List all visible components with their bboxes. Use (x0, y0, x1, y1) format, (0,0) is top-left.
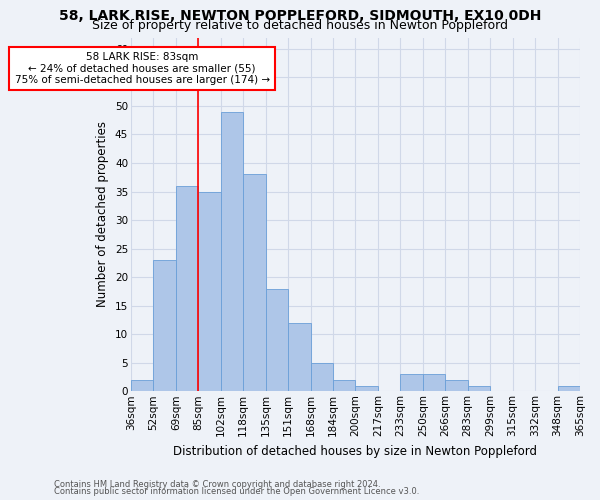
Bar (131, 380, 154, 392)
Bar (198, 192, 221, 392)
Text: 58, LARK RISE, NEWTON POPPLEFORD, SIDMOUTH, EX10 0DH: 58, LARK RISE, NEWTON POPPLEFORD, SIDMOU… (59, 9, 541, 23)
Bar (355, 386, 378, 392)
Bar (266, 288, 288, 392)
Bar (557, 386, 580, 392)
Bar (221, 112, 243, 392)
Y-axis label: Number of detached properties: Number of detached properties (97, 122, 109, 308)
X-axis label: Distribution of detached houses by size in Newton Poppleford: Distribution of detached houses by size … (173, 444, 538, 458)
Bar (311, 362, 333, 392)
Text: Size of property relative to detached houses in Newton Poppleford: Size of property relative to detached ho… (92, 19, 508, 32)
Bar (176, 186, 198, 392)
Text: Contains public sector information licensed under the Open Government Licence v3: Contains public sector information licen… (54, 487, 419, 496)
Text: Contains HM Land Registry data © Crown copyright and database right 2024.: Contains HM Land Registry data © Crown c… (54, 480, 380, 489)
Bar (423, 374, 445, 392)
Bar (154, 260, 176, 392)
Bar (468, 386, 490, 392)
Bar (243, 174, 266, 392)
Bar (333, 380, 355, 392)
Bar (400, 374, 423, 392)
Bar (445, 380, 468, 392)
Text: 58 LARK RISE: 83sqm
← 24% of detached houses are smaller (55)
75% of semi-detach: 58 LARK RISE: 83sqm ← 24% of detached ho… (14, 52, 270, 85)
Bar (288, 323, 311, 392)
